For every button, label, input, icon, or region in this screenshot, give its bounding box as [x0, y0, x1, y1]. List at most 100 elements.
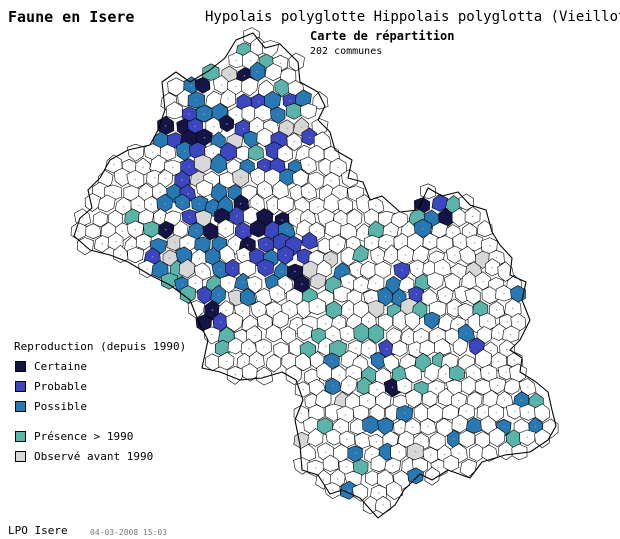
commune-cell: [203, 326, 221, 345]
commune-centroid: [303, 153, 305, 155]
commune-cell: [397, 430, 416, 448]
commune-cell: [178, 258, 196, 279]
commune-centroid: [496, 309, 498, 311]
commune-cell: [460, 376, 477, 396]
commune-centroid: [375, 204, 377, 207]
commune-centroid: [363, 386, 366, 388]
commune-cell: [85, 223, 101, 239]
commune-centroid: [429, 241, 431, 243]
commune-cell: [426, 272, 444, 291]
commune-centroid: [113, 163, 115, 165]
commune-centroid: [459, 423, 461, 425]
commune-centroid: [513, 359, 516, 361]
commune-centroid: [226, 123, 228, 125]
commune-centroid: [198, 257, 201, 260]
commune-centroid: [194, 282, 197, 284]
commune-centroid: [503, 399, 506, 401]
commune-centroid: [437, 335, 439, 337]
commune-centroid: [112, 191, 114, 193]
commune-cell: [459, 246, 477, 265]
commune-centroid: [234, 373, 236, 376]
commune-centroid: [325, 345, 327, 347]
commune-centroid: [375, 282, 377, 284]
commune-centroid: [159, 191, 161, 193]
commune-centroid: [390, 254, 393, 256]
commune-centroid: [263, 375, 265, 377]
commune-centroid: [247, 244, 249, 246]
commune-cell: [274, 78, 291, 97]
commune-centroid: [512, 307, 514, 309]
commune-centroid: [332, 489, 334, 491]
commune-centroid: [391, 386, 394, 388]
commune-centroid: [307, 217, 309, 219]
commune-centroid: [142, 166, 144, 169]
commune-centroid: [458, 452, 460, 455]
commune-centroid: [437, 466, 440, 469]
commune-cell: [464, 287, 481, 305]
commune-centroid: [473, 242, 476, 244]
commune-cell: [296, 323, 313, 342]
commune-centroid: [517, 321, 519, 323]
commune-centroid: [240, 176, 242, 179]
commune-centroid: [235, 86, 237, 88]
commune-centroid: [376, 389, 378, 391]
commune-centroid: [484, 411, 486, 414]
commune-centroid: [174, 241, 176, 244]
commune-centroid: [284, 283, 287, 286]
commune-centroid: [115, 240, 117, 243]
commune-centroid: [360, 253, 362, 256]
commune-centroid: [256, 71, 258, 73]
commune-cell: [405, 389, 423, 409]
commune-centroid: [386, 348, 388, 350]
commune-centroid: [363, 232, 365, 234]
commune-centroid: [151, 256, 154, 258]
commune-centroid: [307, 164, 310, 166]
commune-centroid: [146, 268, 148, 270]
commune-centroid: [164, 203, 166, 205]
commune-cell: [404, 364, 422, 384]
commune-centroid: [242, 231, 244, 233]
commune-cell: [256, 127, 274, 147]
commune-centroid: [263, 346, 265, 348]
commune-cell: [143, 221, 160, 238]
commune-centroid: [225, 309, 227, 312]
commune-cell: [316, 362, 334, 382]
commune-centroid: [226, 360, 228, 363]
legend-label: Probable: [34, 379, 87, 393]
commune-cell: [92, 211, 108, 228]
commune-centroid: [411, 426, 414, 428]
commune-centroid: [187, 243, 189, 245]
commune-centroid: [293, 140, 296, 143]
commune-cell: [165, 101, 184, 120]
legend-swatch: [15, 430, 26, 442]
legend-item-presence: Présence > 1990: [15, 429, 133, 443]
commune-centroid: [264, 321, 266, 323]
commune-centroid: [346, 438, 348, 440]
commune-centroid: [284, 254, 287, 257]
commune-centroid: [293, 374, 296, 376]
commune-cell: [436, 235, 454, 254]
commune-centroid: [258, 309, 260, 312]
commune-cell: [390, 211, 408, 228]
commune-centroid: [273, 204, 275, 206]
commune-centroid: [347, 333, 349, 335]
legend-item-observe-avant: Observé avant 1990: [15, 449, 153, 463]
commune-centroid: [352, 372, 354, 374]
commune-centroid: [288, 308, 291, 311]
commune-centroid: [265, 243, 267, 246]
commune-centroid: [344, 414, 346, 416]
commune-centroid: [520, 399, 522, 402]
commune-centroid: [352, 243, 354, 245]
commune-centroid: [371, 242, 373, 244]
commune-cell: [113, 167, 131, 187]
commune-centroid: [439, 360, 441, 362]
commune-cell: [317, 417, 334, 436]
commune-centroid: [255, 360, 258, 362]
commune-cell: [511, 443, 528, 461]
legend-label: Présence > 1990: [34, 429, 134, 443]
commune-centroid: [505, 371, 507, 373]
commune-centroid: [378, 492, 380, 494]
commune-cell: [248, 248, 265, 267]
commune-centroid: [289, 100, 291, 102]
commune-centroid: [473, 372, 475, 374]
